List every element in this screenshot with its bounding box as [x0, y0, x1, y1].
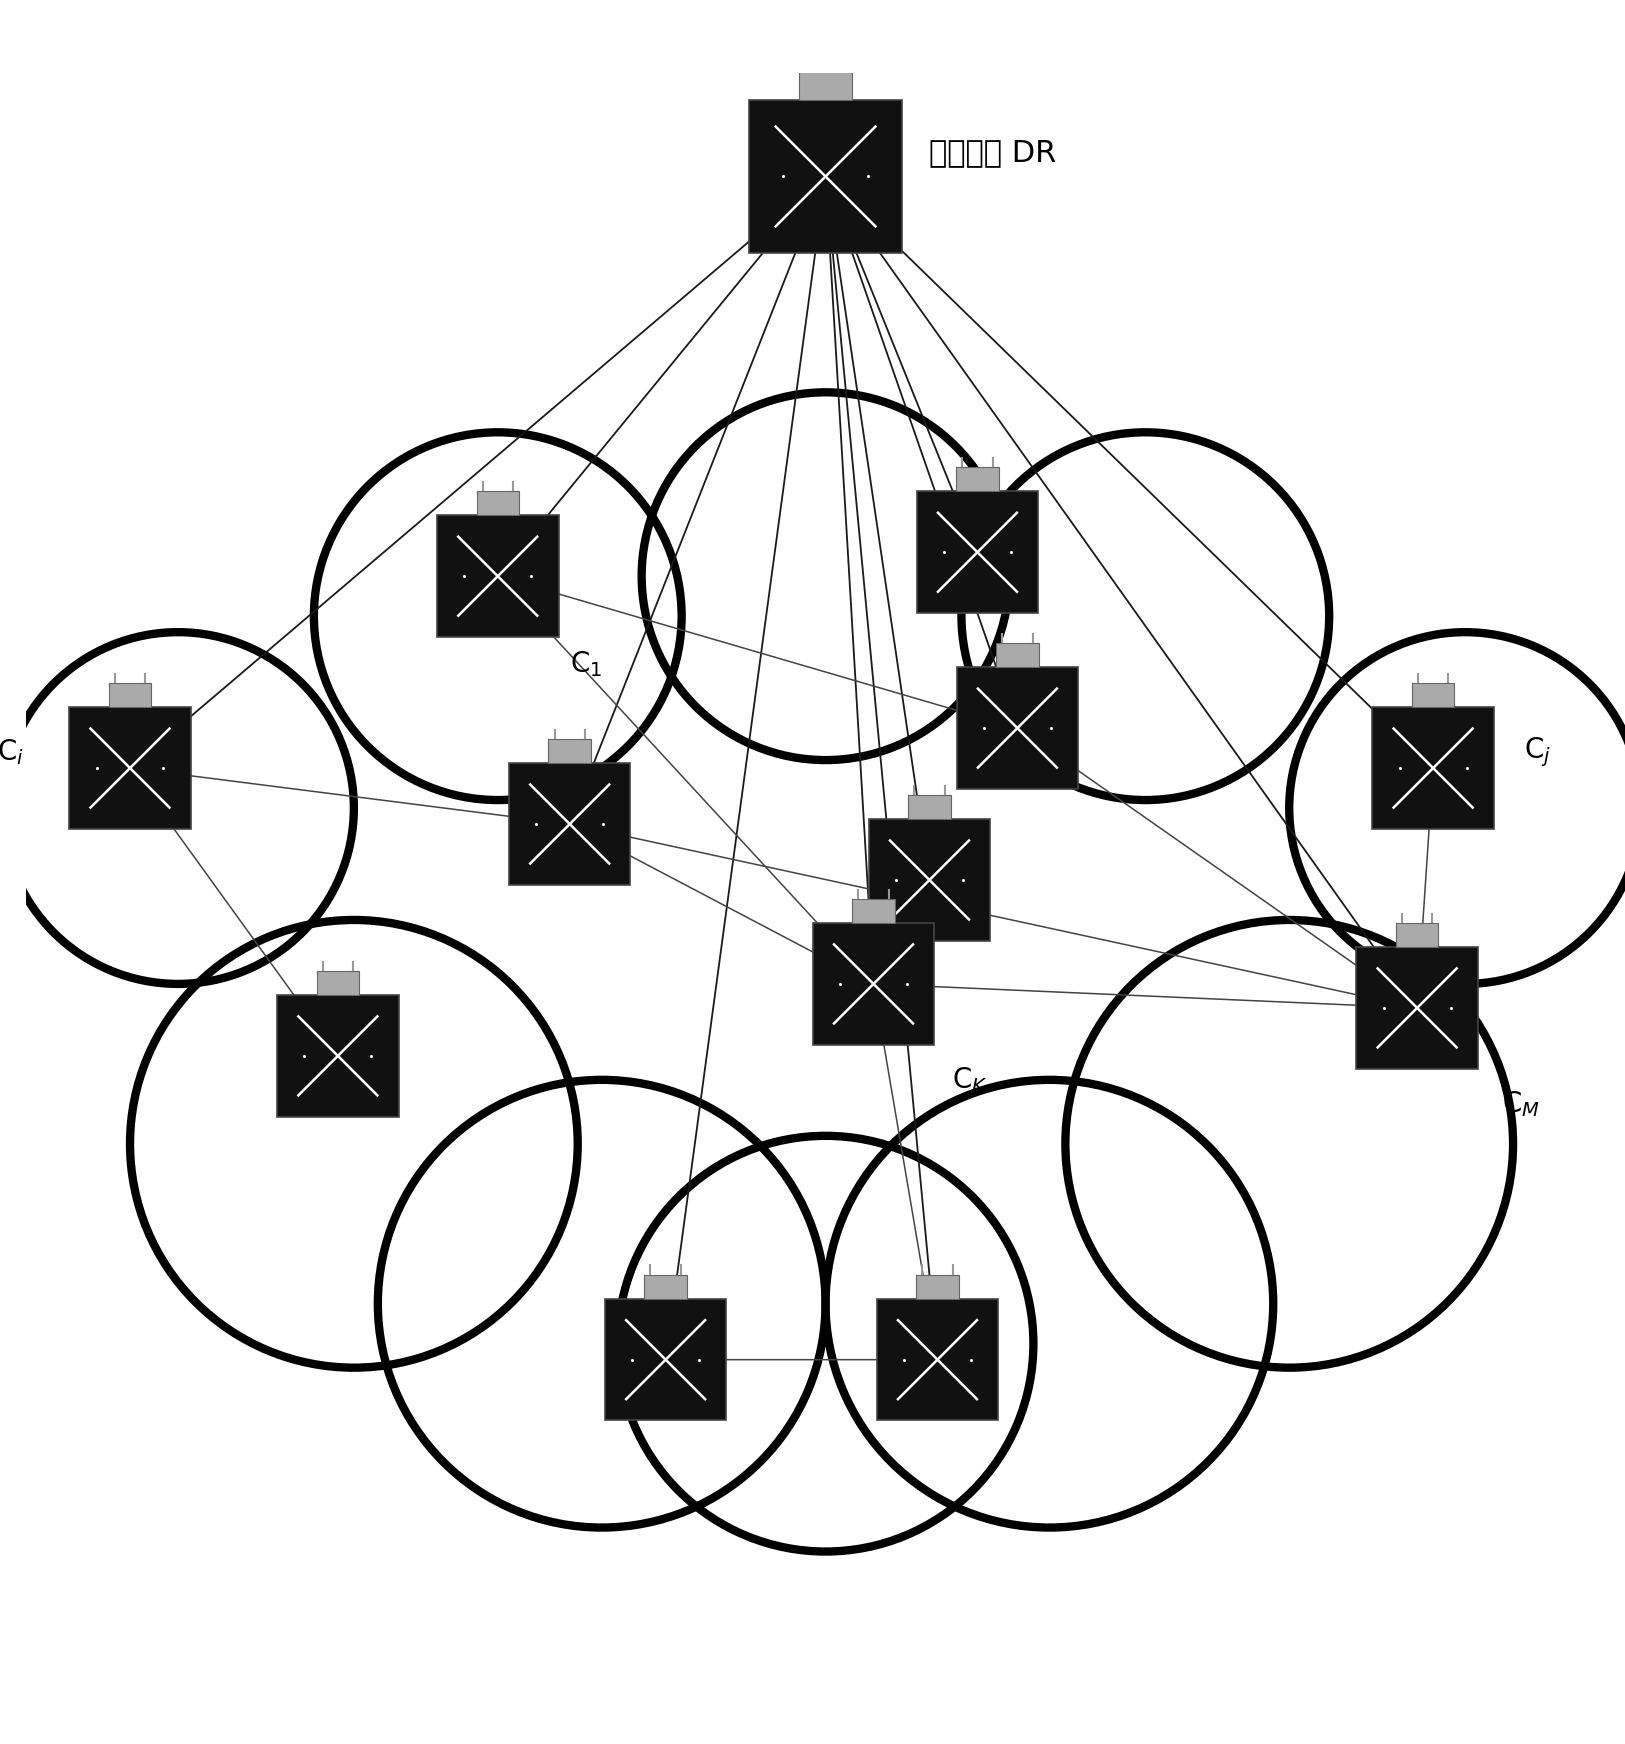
- Text: C$_M$: C$_M$: [1502, 1088, 1540, 1118]
- FancyBboxPatch shape: [1396, 923, 1438, 947]
- FancyBboxPatch shape: [996, 644, 1038, 668]
- FancyBboxPatch shape: [509, 764, 630, 884]
- FancyBboxPatch shape: [798, 70, 853, 99]
- FancyBboxPatch shape: [878, 1299, 998, 1420]
- FancyBboxPatch shape: [908, 795, 951, 820]
- Circle shape: [642, 392, 1009, 760]
- FancyBboxPatch shape: [812, 923, 934, 1045]
- Circle shape: [618, 1135, 1034, 1552]
- FancyBboxPatch shape: [645, 1275, 687, 1299]
- FancyBboxPatch shape: [916, 492, 1038, 612]
- Circle shape: [314, 433, 681, 800]
- Circle shape: [826, 1080, 1274, 1528]
- Circle shape: [1289, 631, 1625, 984]
- Text: C$_K$: C$_K$: [952, 1066, 988, 1095]
- FancyBboxPatch shape: [916, 1275, 959, 1299]
- Text: C$_i$: C$_i$: [0, 738, 24, 767]
- Circle shape: [130, 921, 578, 1367]
- FancyBboxPatch shape: [109, 684, 151, 708]
- Circle shape: [1066, 921, 1513, 1367]
- FancyBboxPatch shape: [317, 971, 359, 996]
- Circle shape: [962, 433, 1329, 800]
- Text: C$_1$: C$_1$: [570, 649, 601, 678]
- FancyBboxPatch shape: [70, 708, 190, 828]
- FancyBboxPatch shape: [869, 820, 990, 940]
- FancyBboxPatch shape: [749, 99, 902, 253]
- FancyBboxPatch shape: [852, 898, 895, 923]
- Circle shape: [2, 631, 354, 984]
- Circle shape: [379, 1080, 826, 1528]
- FancyBboxPatch shape: [549, 739, 592, 764]
- FancyBboxPatch shape: [437, 516, 559, 637]
- FancyBboxPatch shape: [476, 492, 518, 516]
- Text: 无线激光 DR: 无线激光 DR: [929, 138, 1056, 167]
- Text: C$_j$: C$_j$: [1524, 736, 1550, 769]
- FancyBboxPatch shape: [1357, 947, 1477, 1069]
- FancyBboxPatch shape: [604, 1299, 726, 1420]
- FancyBboxPatch shape: [1373, 708, 1493, 828]
- FancyBboxPatch shape: [956, 467, 999, 492]
- FancyBboxPatch shape: [1412, 684, 1454, 708]
- FancyBboxPatch shape: [278, 996, 398, 1116]
- FancyBboxPatch shape: [957, 668, 1077, 788]
